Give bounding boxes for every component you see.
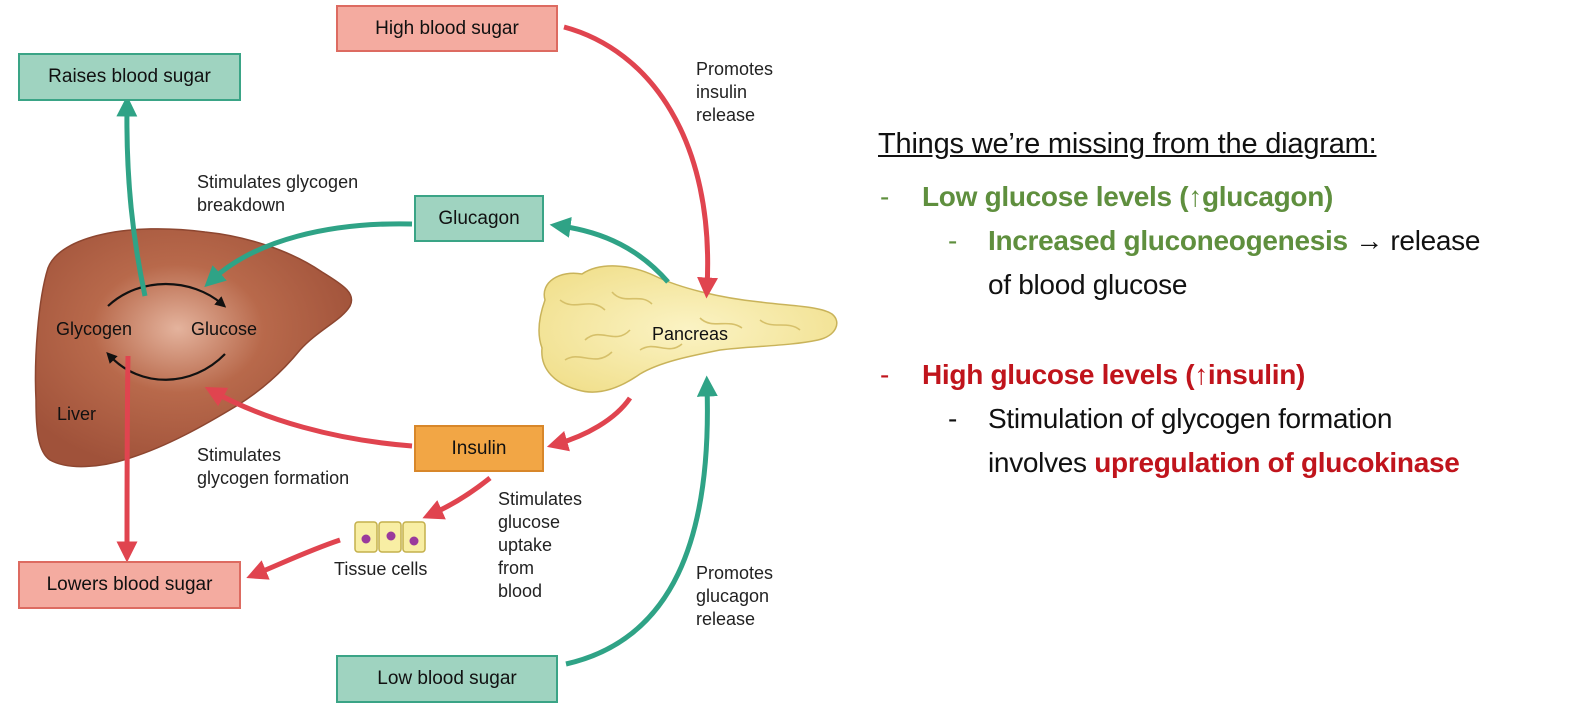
insulin-box: Insulin — [414, 425, 544, 472]
cycle-arrow-bottom — [106, 351, 226, 381]
arrow-insulin-to-liver — [204, 386, 413, 449]
lowers-blood-sugar-box: Lowers blood sugar — [18, 561, 241, 609]
high-glucose-heading: High glucose levels (↑insulin) — [922, 359, 1306, 390]
notes-title: Things we’re missing from the diagram: — [878, 128, 1377, 160]
bullet-dash: - — [880, 359, 890, 390]
notes-panel: Things we’re missing from the diagram: -… — [878, 128, 1568, 485]
bullet-dash: - — [948, 403, 958, 434]
tissue-cells-label: Tissue cells — [334, 559, 428, 579]
arrow-high-to-pancreas — [563, 24, 719, 299]
involves-text: involves — [988, 447, 1095, 478]
promotes-insulin-release-label: Promotes insulin release — [696, 59, 774, 125]
arrow-pancreas-to-glucagon — [549, 216, 670, 284]
raises-blood-sugar-box: Raises blood sugar — [18, 53, 241, 101]
stimulates-glycogen-breakdown-label: Stimulates glycogen breakdown — [197, 172, 359, 215]
low-glucose-subitem: - Increased gluconeogenesis → release of… — [878, 219, 1568, 307]
glucokinase-text: upregulation of glucokinase — [1094, 447, 1460, 478]
cycle-arrow-top — [107, 282, 227, 308]
low-glucose-heading: Low glucose levels (↑glucagon) — [922, 181, 1334, 212]
tissue-cells-shape — [354, 521, 426, 553]
stimulates-glycogen-formation-label: Stimulates glycogen formation — [197, 445, 350, 488]
glucose-label: Glucose — [191, 319, 258, 339]
stimulates-glucose-uptake-label: Stimulates glucose uptake from blood — [498, 489, 583, 601]
glucagon-box: Glucagon — [414, 195, 544, 242]
bullet-dash: - — [948, 225, 958, 256]
arrow-glucagon-to-liver — [204, 221, 413, 288]
pancreas-shape — [538, 265, 838, 393]
high-blood-sugar-box: High blood sugar — [336, 5, 558, 52]
arrow-insulin-to-tissue — [422, 476, 492, 520]
pancreas-label: Pancreas — [652, 324, 729, 344]
arrow-tissue-to-lowers — [246, 537, 341, 580]
promotes-glucagon-release-label: Promotes glucagon release — [696, 563, 774, 629]
release-text: → release — [1347, 225, 1481, 256]
glycogen-label: Glycogen — [56, 319, 133, 339]
diagram-canvas — [34, 24, 838, 667]
glycogen-formation-text: Stimulation of glycogen formation — [988, 403, 1393, 434]
low-glucose-item: - Low glucose levels (↑glucagon) — [878, 175, 1568, 219]
arrow-low-to-pancreas — [565, 375, 718, 667]
arrow-liver-to-raises — [116, 95, 148, 297]
arrow-pancreas-to-insulin — [546, 396, 633, 452]
low-blood-sugar-box: Low blood sugar — [336, 655, 558, 703]
liver-shape — [34, 228, 353, 468]
gluconeogenesis-text: Increased gluconeogenesis — [988, 225, 1348, 256]
glucose-regulation-diagram: Raises blood sugar High blood sugar Gluc… — [18, 5, 838, 703]
bullet-dash: - — [880, 181, 890, 212]
liver-label: Liver — [57, 404, 97, 424]
arrow-liver-to-lowers — [116, 355, 138, 563]
blood-glucose-text: of blood glucose — [988, 269, 1188, 300]
high-glucose-subitem: - Stimulation of glycogen formation invo… — [878, 397, 1568, 485]
high-glucose-item: - High glucose levels (↑insulin) — [878, 353, 1568, 397]
